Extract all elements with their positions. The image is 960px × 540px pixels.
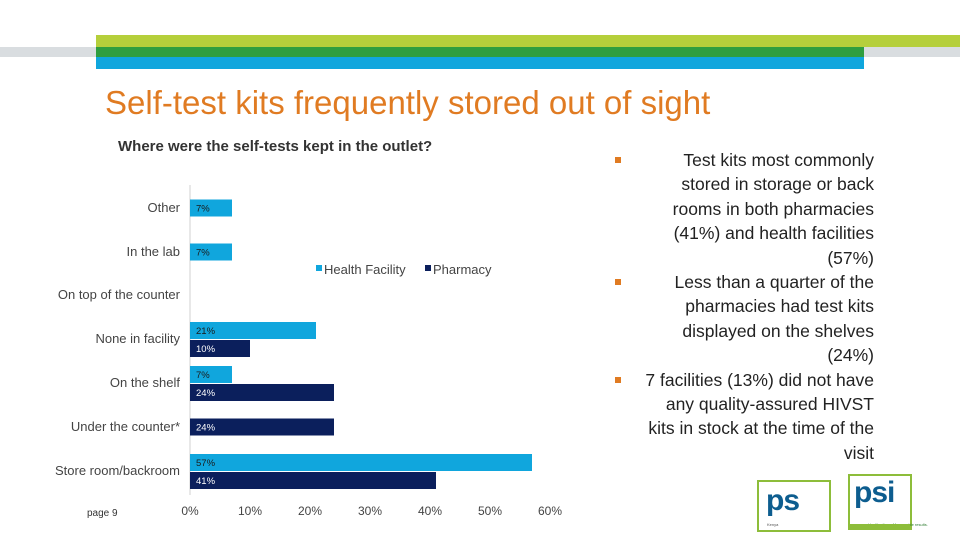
bar: [190, 340, 250, 357]
bar: [190, 472, 436, 489]
bullet-item: Less than a quarter of the pharmacies ha…: [612, 270, 874, 368]
bullet-item: Test kits most commonly stored in storag…: [612, 148, 874, 270]
data-label: 21%: [196, 326, 216, 337]
legend-swatch: [316, 265, 322, 271]
bar: [190, 454, 532, 471]
data-label: 7%: [196, 204, 210, 215]
category-label: On top of the counter: [58, 287, 181, 302]
bar: [190, 366, 232, 383]
page-number: page 9: [87, 508, 118, 519]
bar: [190, 322, 316, 339]
header-stripe-dark-green: [96, 47, 864, 57]
bullet-square-icon: [615, 157, 621, 163]
x-tick-label: 30%: [358, 504, 382, 518]
legend-label: Health Facility: [324, 262, 406, 277]
x-tick-label: 0%: [181, 504, 199, 518]
category-label: Store room/backroom: [55, 463, 180, 478]
slide-title: Self-test kits frequently stored out of …: [105, 84, 711, 121]
x-tick-label: 20%: [298, 504, 322, 518]
data-label: 24%: [196, 388, 216, 399]
bar: [190, 384, 334, 401]
data-label: 57%: [196, 458, 216, 469]
x-tick-label: 10%: [238, 504, 262, 518]
data-label: 24%: [196, 423, 216, 434]
data-label: 7%: [196, 370, 210, 381]
x-tick-label: 60%: [538, 504, 562, 518]
bullet-square-icon: [615, 279, 621, 286]
data-label: 7%: [196, 248, 210, 259]
category-label: Under the counter*: [71, 419, 180, 434]
bar: [190, 418, 334, 436]
category-label: On the shelf: [110, 375, 180, 390]
data-label: 10%: [196, 344, 216, 355]
data-label: 41%: [196, 476, 216, 487]
bullet-square-icon: [615, 376, 621, 383]
legend-label: Pharmacy: [433, 262, 492, 277]
x-tick-label: 40%: [418, 504, 442, 518]
x-tick-label: 50%: [478, 504, 502, 518]
legend-swatch: [425, 265, 431, 271]
category-label: None in facility: [95, 331, 180, 346]
bar: [190, 199, 232, 217]
category-label: In the lab: [127, 244, 181, 259]
ps-kenya-logo: ps Kenya: [757, 480, 831, 532]
bar: [190, 243, 232, 261]
chart-title: Where were the self-tests kept in the ou…: [118, 138, 433, 155]
header-stripe-green: [96, 35, 960, 47]
bullet-item: 7 facilities (13%) did not have any qual…: [612, 368, 874, 466]
category-label: Other: [147, 200, 180, 215]
bar-chart: Other In the lab On top of the counter None…: [55, 185, 562, 518]
bullet-list: Test kits most commonly stored in storag…: [612, 148, 874, 465]
header-stripe-blue: [96, 57, 864, 69]
psi-logo: psi Healthy lives. Measurable results.: [848, 474, 928, 530]
